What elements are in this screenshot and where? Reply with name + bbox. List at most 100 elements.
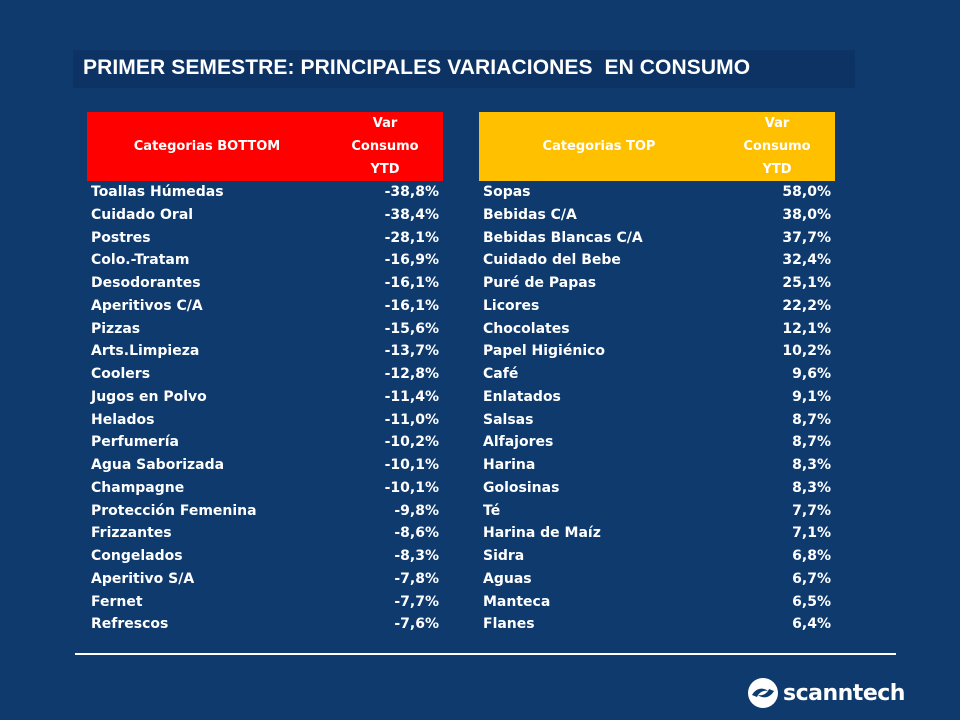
category-name: Bebidas C/A [483, 206, 577, 223]
category-name: Harina [483, 457, 536, 473]
category-name: Puré de Papas [483, 275, 597, 291]
category-variation: 32,4% [782, 252, 831, 269]
category-variation: 8,7% [792, 411, 831, 428]
category-name: Frizzantes [91, 525, 172, 542]
category-variation: 6,8% [792, 548, 831, 564]
category-name: Café [483, 366, 519, 382]
category-variation: 12,1% [782, 320, 831, 337]
table-row: Té 7,7% [479, 500, 835, 523]
table-row: Sopas 58,0% [479, 181, 835, 204]
category-name: Té [483, 502, 501, 519]
header-category-name: Categorias BOTTOM [87, 112, 327, 181]
category-name: Helados [91, 411, 155, 428]
category-name: Champagne [91, 479, 185, 496]
category-name: Protección Femenina [91, 502, 257, 519]
table-row: Golosinas 8,3% [479, 477, 835, 500]
header-var-line: Var [372, 116, 398, 131]
category-name: Chocolates [483, 320, 570, 337]
category-name: Arts.Limpieza [91, 343, 200, 360]
header-var-line: Var [764, 116, 790, 131]
category-name: Pizzas [91, 320, 141, 337]
table-row: Sidra 6,8% [479, 545, 835, 568]
category-name: Toallas Húmedas [91, 184, 224, 200]
category-name: Jugos en Polvo [91, 388, 207, 405]
category-name: Aperitivo S/A [91, 570, 195, 587]
category-variation: -7,7% [394, 593, 439, 610]
table-row: Alfajores 8,7% [479, 431, 835, 454]
table-row: Enlatados 9,1% [479, 386, 835, 409]
header-var-consumo: Var Consumo YTD [327, 112, 443, 181]
category-name: Sopas [483, 184, 531, 200]
table-row: Cuidado Oral -38,4% [87, 204, 443, 227]
table-row: Bebidas Blancas C/A 37,7% [479, 227, 835, 250]
table-row: Frizzantes -8,6% [87, 522, 443, 545]
category-variation: 25,1% [782, 275, 831, 291]
category-name: Aguas [483, 570, 532, 587]
scanntech-logo: scanntech [748, 676, 905, 710]
table-row: Perfumería -10,2% [87, 431, 443, 454]
category-variation: 9,6% [792, 366, 831, 382]
table-row: Harina 8,3% [479, 454, 835, 477]
category-variation: 58,0% [782, 184, 831, 200]
category-name: Colo.-Tratam [91, 252, 190, 269]
footer-divider [75, 653, 896, 655]
table-row: Chocolates 12,1% [479, 318, 835, 341]
table-row: Refrescos -7,6% [87, 613, 443, 636]
category-name: Bebidas Blancas C/A [483, 229, 643, 246]
category-name: Aperitivos C/A [91, 297, 203, 314]
category-variation: 8,7% [792, 434, 831, 451]
table-row: Helados -11,0% [87, 409, 443, 432]
category-variation: -16,1% [384, 275, 439, 291]
category-variation: -7,6% [394, 616, 439, 633]
category-name: Salsas [483, 411, 534, 428]
category-variation: -12,8% [384, 366, 439, 382]
category-name: Cuidado del Bebe [483, 252, 621, 269]
category-variation: 22,2% [782, 297, 831, 314]
category-name: Alfajores [483, 434, 554, 451]
table-row: Arts.Limpieza -13,7% [87, 340, 443, 363]
header-var-line: Consumo [351, 139, 419, 154]
header-var-line: Consumo [743, 139, 811, 154]
table-row: Papel Higiénico 10,2% [479, 340, 835, 363]
category-variation: 6,4% [792, 616, 831, 633]
category-variation: -11,0% [384, 411, 439, 428]
table-row: Congelados -8,3% [87, 545, 443, 568]
category-name: Coolers [91, 366, 151, 382]
category-variation: -10,2% [384, 434, 439, 451]
category-variation: -38,4% [384, 206, 439, 223]
category-variation: -8,3% [394, 548, 439, 564]
category-variation: -9,8% [394, 502, 439, 519]
category-variation: -11,4% [384, 388, 439, 405]
table-header-row: Categorias TOP Var Consumo YTD [479, 112, 835, 181]
table-row: Protección Femenina -9,8% [87, 500, 443, 523]
table-row: Coolers -12,8% [87, 363, 443, 386]
table-row: Aguas 6,7% [479, 568, 835, 591]
category-name: Papel Higiénico [483, 343, 606, 360]
category-variation: -16,9% [384, 252, 439, 269]
table-row: Licores 22,2% [479, 295, 835, 318]
category-name: Postres [91, 229, 151, 246]
category-variation: 8,3% [792, 457, 831, 473]
category-variation: -10,1% [384, 479, 439, 496]
header-var-line: YTD [370, 162, 400, 177]
category-name: Sidra [483, 548, 525, 564]
table-row: Puré de Papas 25,1% [479, 272, 835, 295]
category-name: Desodorantes [91, 275, 201, 291]
category-variation: 10,2% [782, 343, 831, 360]
category-name: Manteca [483, 593, 551, 610]
category-variation: -10,1% [384, 457, 439, 473]
category-variation: 8,3% [792, 479, 831, 496]
table-row: Aperitivo S/A -7,8% [87, 568, 443, 591]
category-variation: -13,7% [384, 343, 439, 360]
category-name: Licores [483, 297, 540, 314]
category-variation: 7,7% [792, 502, 831, 519]
category-variation: -28,1% [384, 229, 439, 246]
category-variation: -15,6% [384, 320, 439, 337]
page-title: PRIMER SEMESTRE: PRINCIPALES VARIACIONES… [83, 56, 751, 79]
table-row: Desodorantes -16,1% [87, 272, 443, 295]
table-row: Harina de Maíz 7,1% [479, 522, 835, 545]
category-variation: -8,6% [394, 525, 439, 542]
table-row: Champagne -10,1% [87, 477, 443, 500]
category-name: Fernet [91, 593, 143, 610]
scanntech-swirl-icon [748, 678, 778, 708]
